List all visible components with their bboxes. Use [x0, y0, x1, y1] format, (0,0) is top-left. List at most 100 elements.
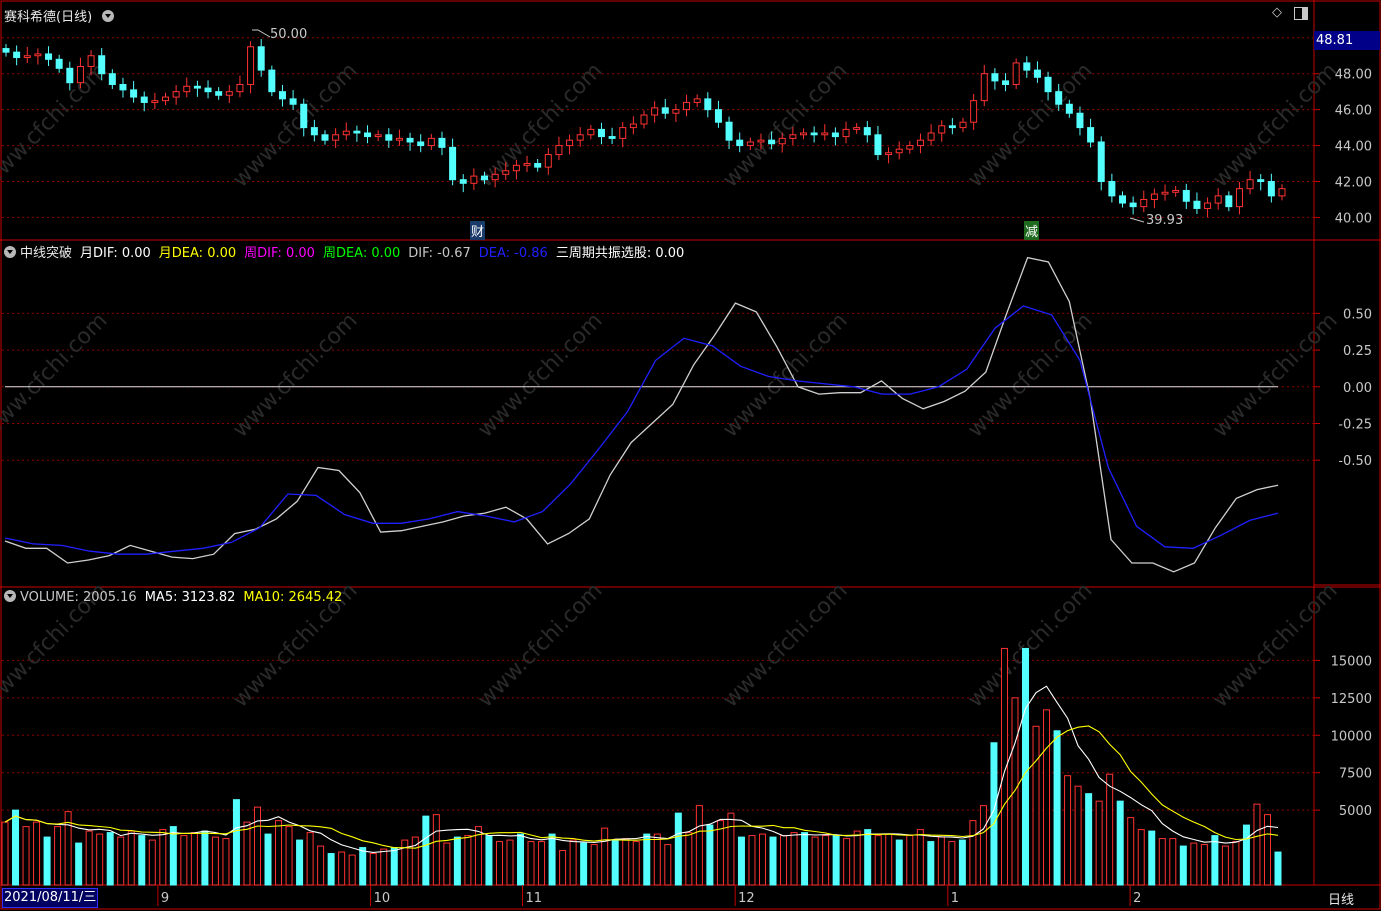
candle-body-54: [576, 134, 584, 141]
candle-body-102: [1087, 127, 1095, 143]
volume-bar-73: [769, 836, 777, 886]
volume-bar-85: [895, 839, 903, 886]
candle-body-56: [597, 128, 605, 138]
volume-items: VOLUME: 2005.16 MA5: 3123.82 MA10: 2645.42: [20, 590, 350, 605]
candle-body-6: [66, 67, 74, 84]
volume-bar-113: [1190, 842, 1198, 886]
month-label-3: 12: [738, 891, 755, 906]
volume-bar-94: [990, 742, 998, 886]
volume-bar-39: [411, 836, 419, 886]
volume-bar-117: [1232, 841, 1240, 886]
indicator-menu-icon[interactable]: [4, 246, 16, 258]
volume-bar-66: [695, 805, 703, 886]
volume-bar-115: [1211, 835, 1219, 886]
volume-bar-7: [75, 842, 83, 886]
candle-body-33: [353, 130, 361, 134]
volume-bar-30: [317, 845, 325, 886]
watermark-1-1: www.cfchi.com: [228, 308, 362, 442]
watermark-4-1: www.cfchi.com: [963, 308, 1097, 442]
candle-body-109: [1161, 191, 1169, 195]
candle-body-31: [332, 134, 340, 141]
volume-bar-21: [222, 838, 230, 886]
event-marker-finance[interactable]: 财: [470, 221, 486, 240]
volume-bar-6: [64, 811, 72, 886]
candle-body-29: [310, 127, 318, 136]
candle-body-18: [193, 85, 201, 89]
dropdown-icon[interactable]: [102, 10, 115, 22]
volume-tick-label-3: 12500: [1331, 692, 1372, 707]
candle-body-67: [714, 109, 722, 123]
candle-body-4: [45, 53, 53, 60]
price-tick-label-2: 44.00: [1335, 140, 1372, 155]
volume-bar-12: [127, 830, 135, 886]
volume-bar-31: [327, 853, 335, 886]
candle-body-39: [417, 141, 425, 147]
candle-body-42: [449, 146, 457, 181]
volume-bar-58: [611, 839, 619, 886]
candle-body-94: [1002, 80, 1010, 85]
footer-period[interactable]: 日线: [1328, 893, 1355, 908]
candle-body-22: [236, 83, 244, 93]
event-marker-reduce[interactable]: 减: [1024, 221, 1040, 240]
candle-body-34: [364, 132, 372, 138]
candle-body-97: [1033, 69, 1041, 78]
volume-bar-64: [674, 812, 682, 886]
volume-bar-23: [243, 821, 251, 886]
candle-body-117: [1246, 179, 1254, 190]
volume-bar-62: [653, 833, 661, 886]
diamond-icon[interactable]: ◇: [1272, 5, 1282, 20]
volume-bar-33: [348, 854, 356, 886]
volume-bar-77: [811, 836, 819, 886]
candle-body-116: [1235, 188, 1243, 208]
volume-bar-70: [737, 836, 745, 886]
candle-body-16: [172, 91, 180, 98]
watermark-2-2: www.cfchi.com: [473, 578, 607, 712]
candle-body-84: [895, 148, 903, 154]
volume-bar-2: [22, 826, 30, 886]
volume-bar-14: [148, 839, 156, 886]
volume-bar-68: [716, 820, 724, 886]
candle-body-74: [789, 134, 797, 139]
candle-body-2: [23, 55, 31, 59]
volume-bar-109: [1148, 830, 1156, 886]
candle-body-35: [374, 134, 382, 138]
volume-bar-13: [138, 835, 146, 886]
candle-body-48: [512, 164, 520, 172]
candle-body-120: [1278, 188, 1286, 197]
window-icon[interactable]: [1294, 7, 1308, 20]
volume-bar-104: [1095, 800, 1103, 886]
volume-bar-53: [559, 850, 567, 886]
volume-bar-108: [1137, 829, 1145, 886]
macd-tick-label-3: -0.25: [1338, 418, 1372, 433]
volume-bar-17: [180, 835, 188, 886]
watermark-0-0: www.cfchi.com: [0, 58, 113, 192]
volume-bar-112: [1179, 845, 1187, 886]
candle-body-52: [555, 145, 563, 156]
candle-body-92: [980, 73, 988, 102]
volume-bar-5: [54, 826, 62, 886]
volume-bar-48: [506, 839, 514, 886]
volume-bar-25: [264, 833, 272, 886]
volume-bar-50: [527, 841, 535, 886]
candle-body-105: [1119, 195, 1126, 204]
volume-bar-110: [1158, 838, 1166, 886]
watermark-5-0: www.cfchi.com: [1208, 58, 1342, 192]
volume-bar-82: [864, 829, 872, 886]
price-tick-label-0: 40.00: [1335, 211, 1372, 226]
candle-body-90: [959, 121, 967, 129]
candle-body-110: [1172, 189, 1180, 193]
candle-body-115: [1225, 195, 1233, 208]
volume-menu-icon[interactable]: [4, 590, 16, 602]
volume-bar-111: [1169, 838, 1177, 886]
volume-bar-107: [1127, 817, 1135, 886]
stock-title[interactable]: 赛科希德(日线): [4, 6, 118, 25]
candle-body-0: [2, 48, 10, 53]
candle-body-27: [289, 98, 297, 105]
candle-body-64: [683, 101, 691, 111]
candle-body-118: [1257, 179, 1265, 182]
volume-bar-42: [443, 842, 451, 886]
candle-body-30: [321, 134, 329, 141]
month-label-0: 9: [161, 891, 169, 906]
volume-bar-52: [548, 833, 556, 886]
